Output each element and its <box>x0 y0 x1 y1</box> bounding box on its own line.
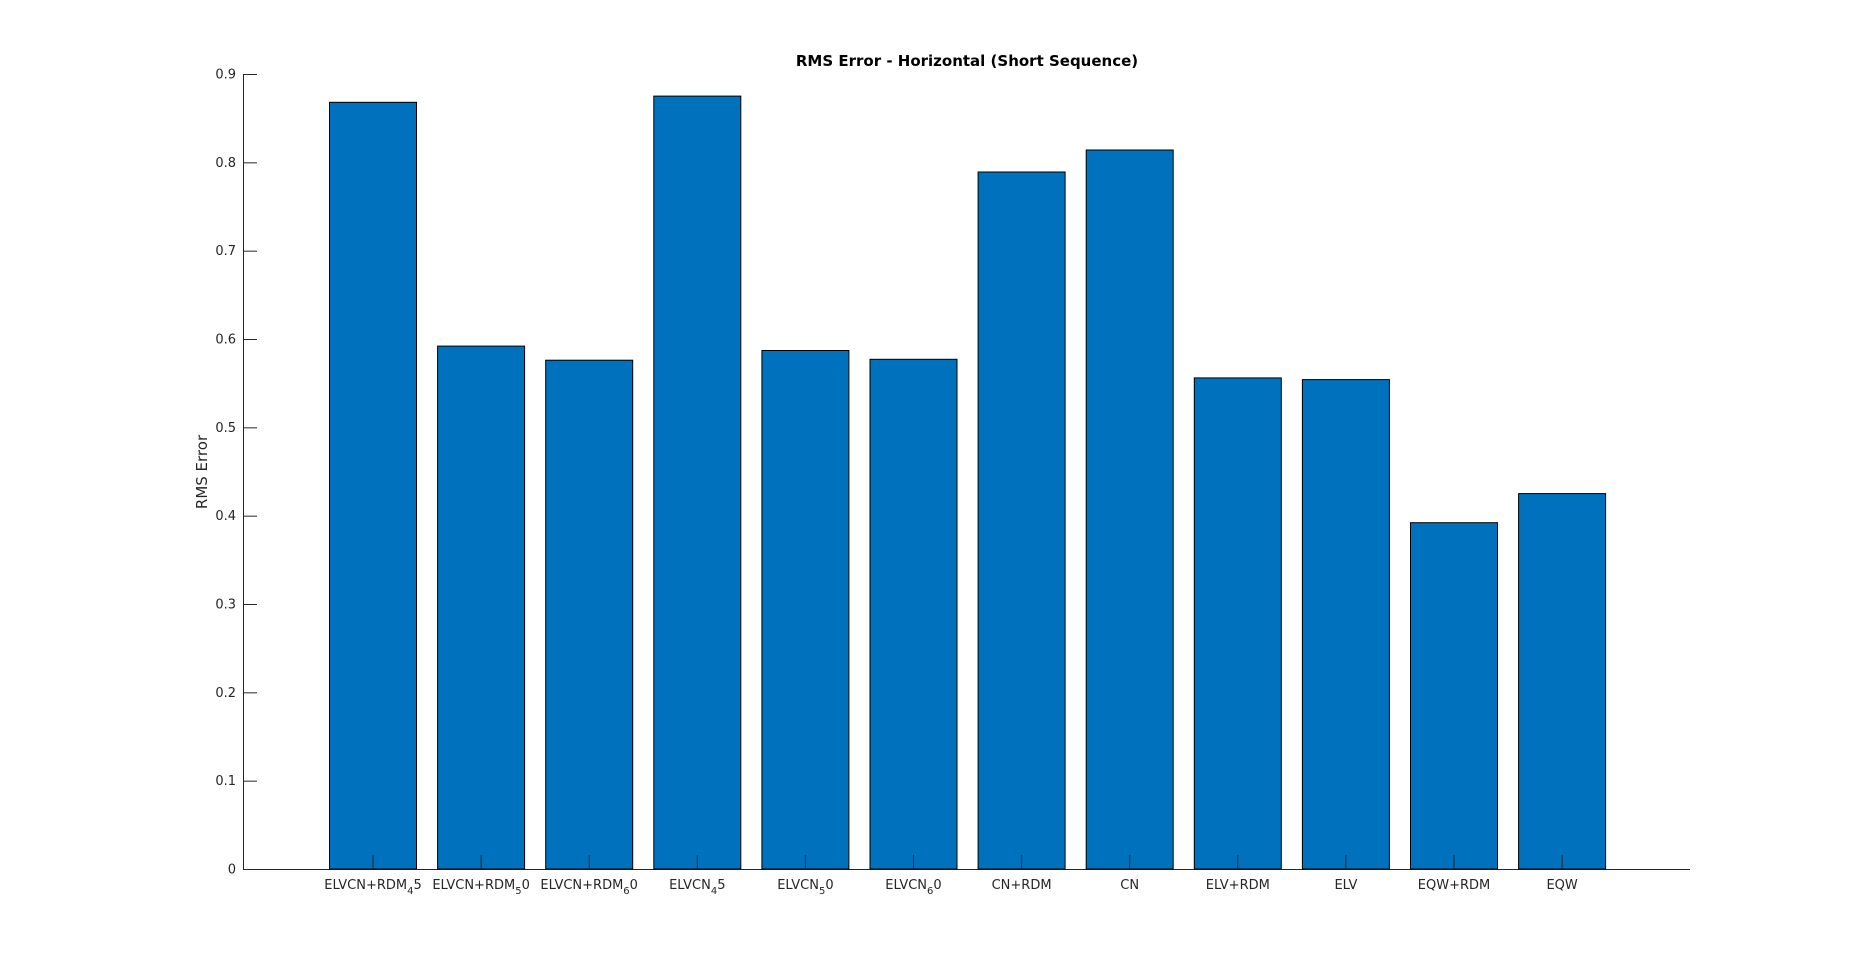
y-tick-label: 0.9 <box>215 68 236 83</box>
bar <box>1085 149 1174 870</box>
x-tick-label: CN <box>1120 878 1139 893</box>
x-tick-label: ELVCN+RDM45 <box>324 878 422 897</box>
x-tick-label: ELVCN50 <box>777 878 833 897</box>
x-tick-label: CN+RDM <box>992 878 1052 893</box>
bar <box>977 171 1066 870</box>
x-tick-label: ELV+RDM <box>1206 878 1270 893</box>
y-tick-label: 0.5 <box>215 421 236 436</box>
y-ticks: 0 0.1 0.2 0.3 0.4 0.5 0.6 0.7 0.8 0.9 <box>215 68 257 878</box>
bar <box>869 358 958 870</box>
bar <box>1410 522 1498 870</box>
bar <box>545 359 634 870</box>
y-tick-label: 0.3 <box>215 598 236 613</box>
y-tick-label: 0.8 <box>215 156 236 171</box>
x-tick-label: ELVCN+RDM60 <box>540 878 638 897</box>
y-axis-label: RMS Error <box>193 434 211 509</box>
bar <box>1193 377 1282 870</box>
x-ticks: ELVCN+RDM45 ELVCN+RDM50 ELVCN+RDM60 ELVCN45… <box>324 855 1578 897</box>
bar <box>761 350 850 870</box>
y-tick-label: 0.2 <box>215 686 236 701</box>
bar <box>329 101 417 870</box>
x-tick-label: EQW <box>1546 878 1577 893</box>
y-tick-label: 0.7 <box>215 244 236 259</box>
bar <box>1301 379 1390 870</box>
y-tick-label: 0 <box>228 863 236 878</box>
y-tick-label: 0.4 <box>215 509 236 524</box>
x-tick-label: ELVCN+RDM50 <box>432 878 530 897</box>
x-tick-label: ELVCN45 <box>669 878 725 897</box>
y-tick-label: 0.6 <box>215 333 236 348</box>
x-tick-label: ELVCN60 <box>885 878 941 897</box>
x-tick-label: EQW+RDM <box>1418 878 1490 893</box>
bar <box>653 95 742 870</box>
chart-title: RMS Error - Horizontal (Short Sequence) <box>796 52 1138 70</box>
y-tick-label: 0.1 <box>215 774 236 789</box>
bar <box>1518 493 1607 870</box>
bar <box>437 345 526 870</box>
x-tick-label: ELV <box>1334 878 1357 893</box>
bars <box>329 95 1607 870</box>
